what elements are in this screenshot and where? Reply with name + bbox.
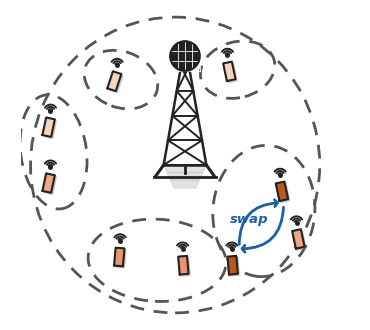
Polygon shape [228, 256, 238, 275]
Polygon shape [229, 257, 239, 276]
Polygon shape [223, 62, 236, 81]
Polygon shape [44, 175, 57, 194]
Polygon shape [44, 119, 57, 139]
Polygon shape [107, 71, 121, 91]
Polygon shape [164, 66, 206, 165]
Polygon shape [114, 248, 124, 266]
Polygon shape [180, 257, 190, 276]
Polygon shape [164, 165, 206, 173]
Polygon shape [278, 183, 290, 203]
Polygon shape [171, 180, 199, 188]
Polygon shape [294, 231, 306, 250]
Polygon shape [178, 256, 189, 275]
Text: swap: swap [230, 213, 268, 226]
Circle shape [170, 41, 200, 71]
Polygon shape [276, 182, 288, 201]
Polygon shape [167, 173, 203, 180]
Polygon shape [43, 173, 55, 193]
Polygon shape [109, 73, 123, 93]
Polygon shape [225, 63, 237, 83]
Polygon shape [43, 117, 55, 137]
Polygon shape [292, 229, 305, 248]
Polygon shape [116, 249, 126, 268]
